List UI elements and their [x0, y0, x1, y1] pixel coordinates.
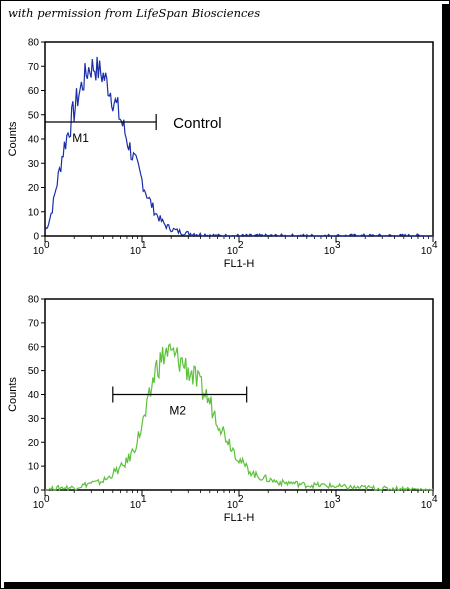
- y-tick-label: 70: [28, 62, 40, 73]
- x-tick-label: 10: [130, 246, 142, 257]
- histogram-panel-1: 01020304050607080100101102103104FL1-HCou…: [7, 38, 438, 271]
- x-tick-exponent: 0: [44, 494, 50, 505]
- y-axis-title: Counts: [7, 377, 19, 412]
- y-tick-label: 60: [28, 342, 40, 353]
- y-tick-label: 0: [33, 232, 39, 243]
- x-tick-exponent: 4: [432, 240, 438, 251]
- y-tick-label: 10: [28, 207, 40, 218]
- x-tick-label: 10: [33, 500, 45, 511]
- y-tick-label: 80: [28, 38, 40, 49]
- histogram-panel-2: 01020304050607080100101102103104FL1-HCou…: [7, 295, 438, 525]
- y-tick-label: 60: [28, 86, 40, 97]
- x-tick-label: 10: [33, 246, 45, 257]
- x-tick-label: 10: [421, 500, 433, 511]
- y-tick-label: 50: [28, 366, 40, 377]
- plot-area: [44, 41, 434, 237]
- x-axis-title: FL1-H: [224, 512, 255, 524]
- y-tick-label: 20: [28, 183, 40, 194]
- x-tick-exponent: 2: [238, 240, 244, 251]
- y-tick-label: 40: [28, 135, 40, 146]
- marker-label: M2: [169, 404, 186, 418]
- marker-label: M1: [72, 131, 89, 145]
- y-tick-label: 40: [28, 390, 40, 401]
- y-tick-label: 10: [28, 462, 40, 473]
- x-tick-exponent: 1: [141, 494, 147, 505]
- frame-shadow-right: [441, 4, 450, 589]
- x-tick-exponent: 4: [432, 494, 438, 505]
- y-tick-label: 50: [28, 110, 40, 121]
- y-tick-label: 0: [33, 486, 39, 497]
- x-tick-exponent: 1: [141, 240, 147, 251]
- x-tick-label: 10: [227, 246, 239, 257]
- x-tick-label: 10: [227, 500, 239, 511]
- x-tick-exponent: 0: [44, 240, 50, 251]
- x-tick-label: 10: [324, 500, 336, 511]
- histogram-trace: [44, 56, 434, 238]
- x-tick-label: 10: [421, 246, 433, 257]
- x-tick-exponent: 3: [335, 240, 341, 251]
- x-tick-exponent: 3: [335, 494, 341, 505]
- y-tick-label: 30: [28, 414, 40, 425]
- frame-shadow-bottom: [4, 581, 450, 589]
- histogram-trace: [45, 342, 434, 492]
- y-tick-label: 80: [28, 295, 40, 306]
- y-axis-title: Counts: [7, 121, 19, 156]
- y-tick-label: 70: [28, 318, 40, 329]
- y-tick-label: 20: [28, 438, 40, 449]
- credit-line: with permission from LifeSpan Bioscience…: [8, 6, 261, 20]
- x-tick-exponent: 2: [238, 494, 244, 505]
- x-axis-title: FL1-H: [224, 258, 255, 270]
- y-tick-label: 30: [28, 159, 40, 170]
- x-tick-label: 10: [324, 246, 336, 257]
- series-label: Control: [173, 115, 221, 132]
- x-tick-label: 10: [130, 500, 142, 511]
